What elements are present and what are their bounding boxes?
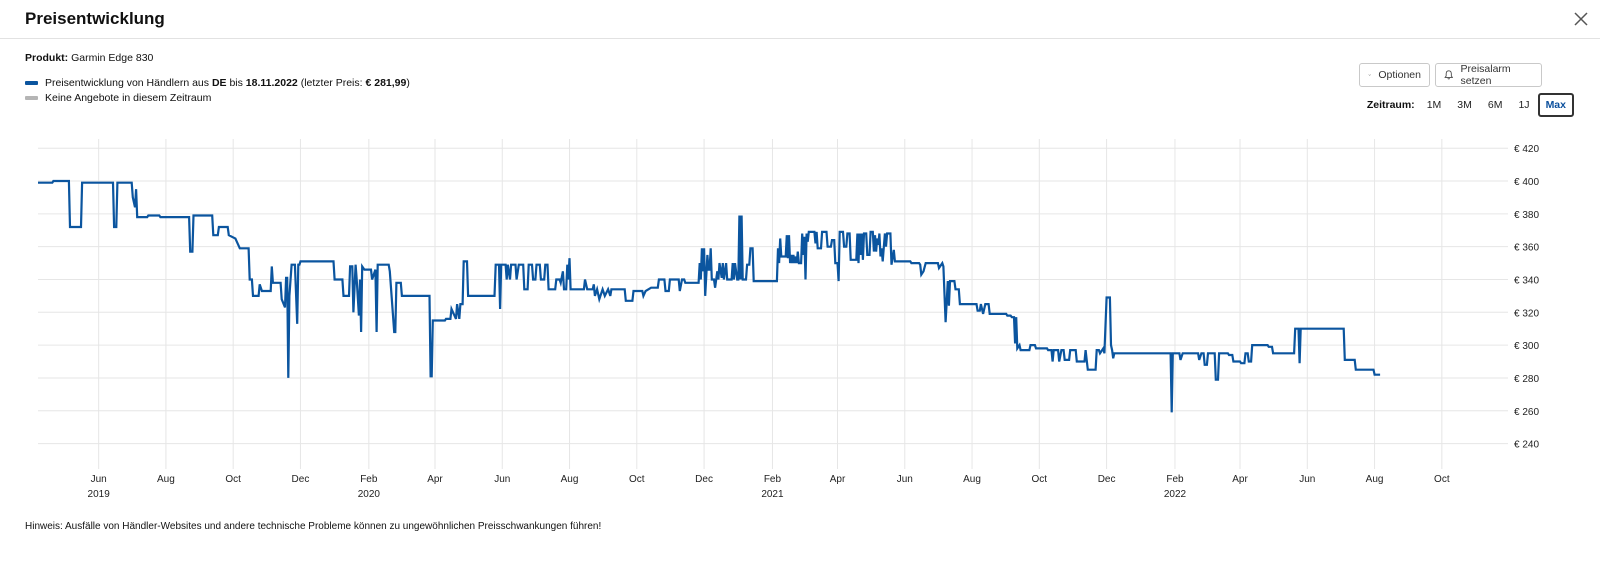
- y-tick-label: € 360: [1514, 243, 1539, 254]
- price-chart: € 420 € 400 € 380 € 360 € 340 € 320 € 300 € 280…: [38, 139, 1539, 500]
- x-tick-label: Oct: [629, 474, 645, 485]
- legend-no-offers: Keine Angebote in diesem Zeitraum: [25, 92, 211, 104]
- hint-text: Hinweis: Ausfälle von Händler-Websites u…: [25, 521, 602, 532]
- y-tick-label: € 320: [1514, 308, 1539, 319]
- product-name: Garmin Edge 830: [71, 52, 154, 64]
- chevron-down-icon: [1368, 74, 1371, 76]
- legend-series-suffix-close: ): [406, 77, 410, 89]
- x-tick-label: Feb: [764, 474, 782, 485]
- bell-icon: [1444, 70, 1454, 80]
- x-tick-label: Apr: [1232, 474, 1248, 485]
- options-button[interactable]: Optionen: [1359, 63, 1430, 87]
- y-tick-label: € 420: [1514, 144, 1539, 155]
- x-tick-year-label: 2021: [761, 489, 784, 500]
- x-tick-label: Aug: [157, 474, 175, 485]
- x-tick-label: Oct: [225, 474, 241, 485]
- close-icon[interactable]: [1572, 10, 1590, 28]
- x-tick-label: Aug: [561, 474, 579, 485]
- range-3m-button[interactable]: 3M: [1457, 99, 1472, 111]
- x-tick-label: Jun: [494, 474, 510, 485]
- y-tick-label: € 340: [1514, 275, 1539, 286]
- dialog-title: Preisentwicklung: [25, 9, 165, 28]
- x-tick-label: Aug: [1366, 474, 1384, 485]
- legend-price-series: Preisentwicklung von Händlern aus DE bis…: [25, 77, 410, 89]
- y-tick-label: € 260: [1514, 407, 1539, 418]
- x-tick-label: Jun: [1299, 474, 1315, 485]
- y-tick-label: € 240: [1514, 440, 1539, 451]
- x-tick-year-label: 2019: [88, 489, 111, 500]
- y-tick-label: € 400: [1514, 177, 1539, 188]
- range-max-button[interactable]: Max: [1537, 93, 1574, 117]
- product-label: Produkt:: [25, 52, 69, 64]
- range-6m-button[interactable]: 6M: [1487, 99, 1503, 111]
- range-1j-button[interactable]: 1J: [1518, 99, 1530, 111]
- price-series-line: [38, 179, 1381, 413]
- x-tick-year-label: 2020: [358, 489, 381, 500]
- options-label: Optionen: [1378, 69, 1421, 81]
- x-tick-label: Jun: [897, 474, 913, 485]
- time-range-label: Zeitraum:: [1366, 99, 1415, 111]
- x-tick-label: Aug: [963, 474, 981, 485]
- x-tick-label: Dec: [695, 474, 713, 485]
- x-tick-label: Dec: [1098, 474, 1116, 485]
- x-tick-label: Oct: [1032, 474, 1048, 485]
- x-tick-label: Oct: [1434, 474, 1450, 485]
- legend-series-suffix-open: (letzter Preis:: [297, 77, 366, 89]
- x-tick-label: Apr: [830, 474, 846, 485]
- legend-series-date: 18.11.2022: [245, 77, 298, 89]
- product-line: Produkt: Garmin Edge 830: [25, 52, 153, 64]
- x-tick-label: Feb: [360, 474, 378, 485]
- y-tick-label: € 380: [1514, 210, 1539, 221]
- legend-swatch-grey: [25, 96, 38, 100]
- time-range-selector: Zeitraum: 1M 3M 6M 1J Max: [1367, 93, 1574, 117]
- dialog-header: Preisentwicklung: [0, 0, 1600, 39]
- legend-series-country: DE: [211, 77, 227, 89]
- price-alarm-button[interactable]: Preisalarm setzen: [1435, 63, 1542, 87]
- y-tick-label: € 280: [1514, 374, 1539, 385]
- y-tick-label: € 300: [1514, 341, 1539, 352]
- range-1m-button[interactable]: 1M: [1426, 99, 1442, 111]
- x-tick-label: Feb: [1166, 474, 1184, 485]
- legend-series-prefix: Preisentwicklung von Händlern aus: [45, 77, 212, 89]
- legend-no-offers-text: Keine Angebote in diesem Zeitraum: [45, 92, 212, 104]
- price-alarm-label: Preisalarm setzen: [1460, 63, 1511, 87]
- x-tick-label: Apr: [427, 474, 443, 485]
- legend-series-mid: bis: [226, 77, 246, 89]
- legend-swatch-blue: [25, 81, 38, 85]
- x-tick-year-label: 2022: [1164, 489, 1187, 500]
- legend-last-price: € 281,99: [365, 77, 407, 89]
- x-tick-label: Jun: [91, 474, 107, 485]
- x-tick-label: Dec: [292, 474, 310, 485]
